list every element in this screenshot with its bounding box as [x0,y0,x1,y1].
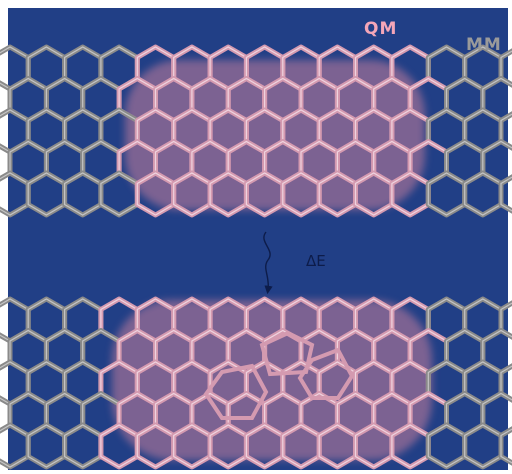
ring-highlight [500,176,512,212]
pristine-qm-cloud [125,60,425,210]
squiggle-down-arrow-icon [263,231,273,295]
qm-label: QM [364,19,397,39]
defect-lattice [0,296,512,470]
defect-qm-cloud [112,300,432,460]
pristine-lattice [0,44,512,218]
defect-nanotube [0,296,512,470]
stone-wales-defect [203,330,355,420]
delta-e-label: ΔE [306,252,326,270]
ring-highlight [500,428,512,464]
mm-label: MM [466,35,502,55]
pristine-nanotube [0,44,512,218]
